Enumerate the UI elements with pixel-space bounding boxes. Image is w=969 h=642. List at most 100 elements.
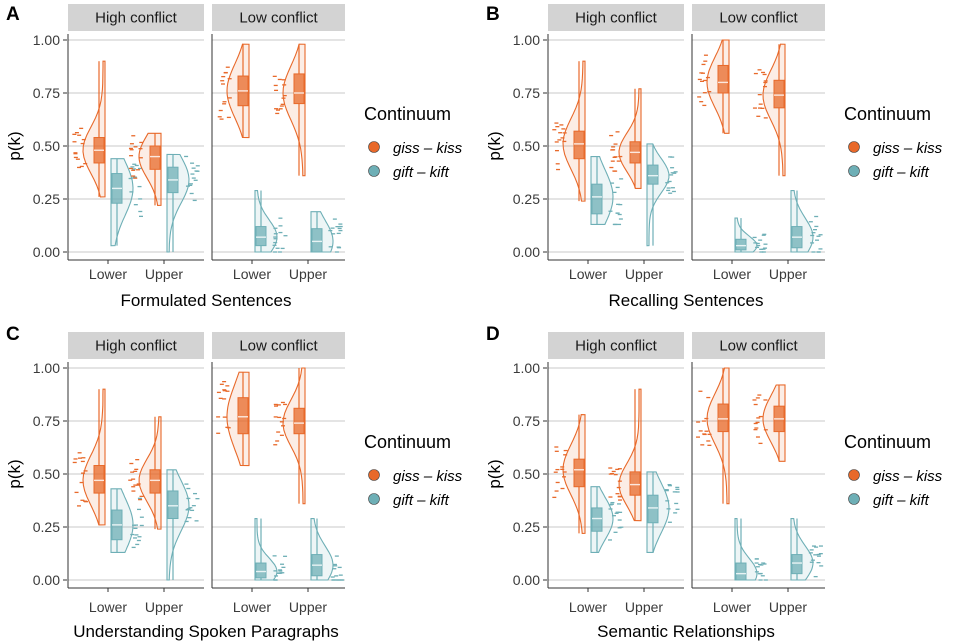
box-gift-kift: [735, 562, 747, 581]
x-tick-label: Lower: [89, 266, 127, 282]
y-tick-label: 0.75: [513, 413, 540, 429]
series-gift-kift-group: [734, 217, 768, 253]
box-giss-kiss: [293, 407, 305, 435]
x-tick-label: Lower: [233, 599, 271, 615]
legend-key-gift-kift: [848, 493, 860, 505]
box-gift-kift: [255, 226, 267, 247]
series-gift-kift-group: [254, 517, 288, 581]
box-gift-kift: [591, 183, 603, 215]
y-axis-title: p(k): [5, 459, 24, 488]
violin-gift-kift: [166, 469, 190, 581]
facet-strip: [548, 332, 684, 359]
facet-low-conflict: Low conflict Lower Upper: [691, 4, 825, 282]
series-giss-kiss-group: [72, 60, 106, 198]
series-giss-kiss-group: [273, 367, 306, 505]
facet-strip: [68, 332, 204, 359]
legend-title: Continuum: [844, 104, 931, 124]
y-tick-label: 0.00: [513, 572, 540, 588]
legend-key-giss-kiss: [368, 141, 380, 153]
facet-low-conflict: Low conflict Lower Upper: [691, 332, 825, 615]
legend-label: gift – kift: [393, 164, 450, 181]
legend: Continuum giss – kiss gift – kift: [364, 104, 463, 181]
series-gift-kift-group: [590, 156, 624, 226]
box-giss-kiss: [629, 471, 641, 496]
x-tick-label: Upper: [625, 266, 663, 282]
x-tick-label: Upper: [289, 599, 327, 615]
violin-giss-kiss: [762, 43, 786, 177]
y-axis-title: p(k): [485, 459, 504, 488]
box-giss-kiss: [237, 397, 249, 435]
x-tick-label: Upper: [769, 599, 807, 615]
facet-strip-label: High conflict: [575, 10, 658, 27]
facet-strip: [692, 4, 825, 31]
legend-key-giss-kiss: [848, 469, 860, 481]
box-gift-kift: [167, 490, 179, 520]
y-tick-label: 0.25: [513, 191, 540, 207]
y-tick-label: 0.50: [513, 138, 540, 154]
x-tick-label: Lower: [569, 599, 607, 615]
facet-strip: [212, 4, 345, 31]
y-tick-label: 0.50: [33, 138, 60, 154]
box-giss-kiss: [773, 79, 785, 109]
legend-key-gift-kift: [848, 165, 860, 177]
x-tick-label: Lower: [713, 599, 751, 615]
x-axis-title: Recalling Sentences: [609, 291, 764, 310]
series-gift-kift-group: [166, 469, 200, 581]
series-gift-kift-group: [310, 517, 344, 581]
legend-title: Continuum: [364, 432, 451, 452]
legend: Continuum giss – kiss gift – kift: [844, 104, 943, 181]
series-giss-kiss-group: [128, 416, 162, 530]
x-tick-label: Lower: [233, 266, 271, 282]
box-gift-kift: [647, 494, 659, 524]
facet-high-conflict: High conflict Lower Upper: [547, 4, 684, 282]
y-tick-label: 1.00: [33, 32, 60, 48]
legend-label: gift – kift: [873, 492, 930, 509]
facet-strip-label: High conflict: [95, 10, 178, 27]
y-axis-title: p(k): [485, 131, 504, 160]
violin-giss-kiss: [82, 388, 106, 526]
violin-giss-kiss: [282, 43, 306, 177]
facet-strip: [68, 4, 204, 31]
x-tick-label: Lower: [713, 266, 751, 282]
panel-b: Bp(k) 0.00 0.25 0.50 0.75 1.00 High conflict Lo…: [485, 4, 943, 310]
facet-strip-label: Low conflict: [239, 10, 318, 27]
x-tick-label: Lower: [569, 266, 607, 282]
series-gift-kift-group: [254, 189, 288, 253]
series-giss-kiss-group: [697, 39, 730, 134]
x-axis-title: Understanding Spoken Paragraphs: [73, 622, 339, 641]
facet-high-conflict: High conflict Lower Upper: [547, 332, 684, 615]
panel-c: Cp(k) 0.00 0.25 0.50 0.75 1.00 High conflict Lo…: [5, 324, 463, 641]
x-tick-label: Upper: [625, 599, 663, 615]
box-giss-kiss: [573, 458, 585, 488]
legend-title: Continuum: [844, 432, 931, 452]
violin-giss-kiss: [82, 60, 106, 198]
facet-strip-label: High conflict: [575, 338, 658, 355]
legend-label: giss – kiss: [393, 140, 463, 157]
legend-key-gift-kift: [368, 493, 380, 505]
y-tick-label: 0.25: [513, 519, 540, 535]
panel-letter: A: [6, 4, 20, 25]
violin-giss-kiss: [618, 88, 642, 189]
legend-key-giss-kiss: [368, 469, 380, 481]
y-tick-label: 0.25: [33, 191, 60, 207]
legend-label: gift – kift: [393, 492, 450, 509]
facet-strip: [548, 4, 684, 31]
x-axis-title: Semantic Relationships: [597, 622, 775, 641]
y-tick-label: 0.00: [33, 244, 60, 260]
box-gift-kift: [791, 554, 803, 575]
series-giss-kiss-group: [272, 43, 306, 177]
legend-title: Continuum: [364, 104, 451, 124]
y-axis-title: p(k): [5, 131, 24, 160]
y-tick-label: 0.75: [33, 413, 60, 429]
box-giss-kiss: [149, 145, 161, 170]
facet-strip: [212, 332, 345, 359]
x-tick-label: Upper: [769, 266, 807, 282]
facet-high-conflict: High conflict Lower Upper: [67, 4, 204, 282]
legend: Continuum giss – kiss gift – kift: [844, 432, 943, 509]
y-tick-label: 1.00: [513, 360, 540, 376]
y-tick-label: 0.25: [33, 519, 60, 535]
x-tick-label: Upper: [145, 599, 183, 615]
facet-strip: [692, 332, 825, 359]
box-giss-kiss: [717, 64, 729, 94]
